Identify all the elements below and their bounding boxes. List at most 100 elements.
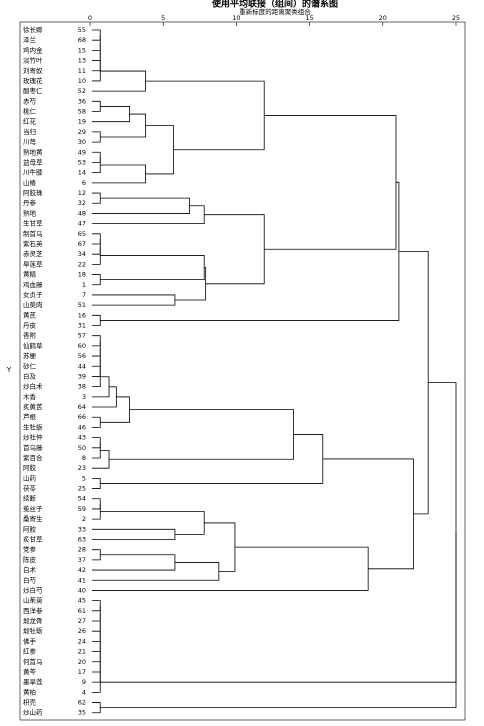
leaf-label: 紫百合	[23, 453, 43, 462]
leaf-label: 炒白芍	[23, 585, 43, 594]
leaf-label: 何首乌	[23, 657, 43, 666]
leaf-label: 鸡血藤	[23, 280, 43, 289]
leaf-label: 当归	[23, 127, 36, 136]
leaf-label: 阿胶	[23, 463, 37, 472]
dendrogram-link	[92, 131, 101, 143]
dendrogram-link	[92, 314, 101, 326]
leaf-case: 3	[82, 393, 86, 401]
dendrogram-link	[92, 546, 369, 591]
leaf-case: 19	[78, 118, 86, 126]
leaf-label: 川牛膝	[23, 168, 43, 177]
leaf-case: 56	[78, 352, 86, 360]
leaf-case: 22	[78, 260, 86, 268]
dendrogram-link	[92, 437, 101, 449]
leaf-case: 25	[78, 485, 86, 493]
dendrogram-link	[92, 613, 101, 632]
dendrogram-link	[92, 366, 101, 388]
dendrogram-link	[92, 702, 101, 714]
leaf-label: 川芎	[23, 137, 37, 146]
leaf-case: 31	[78, 322, 86, 330]
leaf-label: 苏梗	[23, 351, 37, 360]
leaf-label: 丹皮	[23, 321, 37, 330]
leaf-label: 赤芍	[23, 96, 37, 105]
leaf-case: 51	[78, 301, 86, 309]
leaf-label: 炙甘草	[23, 535, 43, 544]
leaf-label: 阿胶珠	[23, 188, 43, 197]
leaf-label: 党参	[23, 545, 37, 554]
dendrogram-link	[92, 498, 101, 510]
leaf-label: 茯苓	[23, 484, 37, 493]
dendrogram-link	[92, 100, 101, 112]
dendrogram-link	[100, 382, 457, 683]
leaf-case: 43	[78, 434, 86, 442]
leaf-label: 香附	[23, 331, 37, 340]
leaf-case: 30	[78, 138, 86, 146]
dendrogram-link	[92, 335, 101, 347]
leaf-label: 西洋参	[23, 606, 43, 615]
leaf-label: 桃仁	[23, 107, 37, 116]
leaf-label: 紫石英	[23, 239, 43, 248]
leaf-case: 61	[78, 607, 86, 615]
leaf-label: 熟地	[23, 208, 37, 217]
x-tick-label: 20	[379, 14, 387, 22]
dendrogram-link	[92, 51, 101, 72]
leaf-label: 煅牡蛎	[23, 626, 43, 635]
leaf-case: 45	[78, 597, 86, 605]
leaf-label: 山楂	[23, 178, 37, 187]
dendrogram-link	[145, 80, 265, 151]
dendrogram-link	[92, 600, 101, 612]
leaf-case: 28	[78, 546, 86, 554]
dendrogram-link	[92, 238, 101, 255]
leaf-case: 62	[78, 699, 86, 707]
dendrogram-link	[100, 396, 130, 423]
dendrogram-link	[92, 29, 101, 41]
leaf-label: 砂仁	[23, 361, 37, 370]
dendrogram-link	[174, 267, 207, 301]
dendrogram-link	[92, 605, 101, 622]
dendrogram-link	[100, 113, 147, 138]
dendrogram-link	[92, 549, 101, 561]
leaf-label: 芦根	[23, 412, 37, 421]
dendrogram-link	[92, 42, 101, 61]
dendrogram-link	[92, 416, 101, 428]
leaf-case: 12	[78, 189, 86, 197]
leaf-case: 41	[78, 576, 86, 584]
dendrogram-link	[92, 35, 101, 51]
leaf-label: 续断	[23, 494, 37, 503]
dendrogram-link	[204, 214, 265, 285]
leaf-label: 丹参	[23, 198, 37, 207]
x-tick-label: 15	[305, 14, 313, 22]
dendrogram-link	[92, 477, 101, 489]
leaf-case: 24	[78, 637, 86, 645]
leaf-label: 黄精	[23, 270, 37, 279]
leaf-case: 63	[78, 536, 86, 544]
leaf-case: 14	[78, 169, 86, 177]
leaf-case: 65	[78, 230, 86, 238]
y-axis-label: Y	[6, 366, 12, 374]
leaf-case: 29	[78, 128, 86, 136]
leaf-label: 生甘草	[23, 219, 43, 228]
dendrogram-link	[92, 192, 101, 204]
leaf-label: 陈皮	[23, 555, 37, 564]
leaf-case: 26	[78, 627, 86, 635]
leaf-label: 仙鹤草	[23, 341, 43, 350]
leaf-label: 山茱萸	[23, 596, 43, 605]
leaf-case: 15	[78, 46, 86, 54]
dendrogram-link	[92, 554, 176, 571]
leaf-case: 40	[78, 586, 86, 594]
leaf-label: 墨旱莲	[23, 677, 43, 686]
leaf-case: 53	[78, 158, 86, 166]
dendrogram-link	[100, 511, 205, 535]
leaf-case: 16	[78, 311, 86, 319]
leaf-label: 木香	[23, 392, 37, 401]
leaf-case: 38	[78, 383, 86, 391]
leaf-label: 玫瑰花	[23, 76, 43, 85]
leaf-label: 黄芩	[23, 667, 37, 676]
dendrogram-link	[100, 181, 400, 321]
leaf-case: 35	[78, 709, 86, 717]
dendrogram-link	[92, 340, 101, 357]
leaf-label: 制首乌	[23, 229, 43, 238]
dendrogram-link	[109, 409, 294, 460]
leaf-case: 66	[78, 413, 86, 421]
